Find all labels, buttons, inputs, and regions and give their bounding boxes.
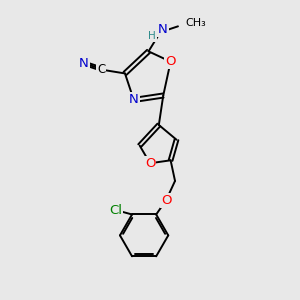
Text: CH₃: CH₃ [185,18,206,28]
Text: N: N [158,23,167,36]
Text: H: H [148,31,156,41]
Text: C: C [97,62,106,76]
Text: Cl: Cl [109,204,122,217]
Text: N: N [79,57,88,70]
Text: N: N [129,93,139,106]
Text: O: O [165,55,176,68]
Text: O: O [161,194,171,207]
Text: O: O [145,157,155,170]
